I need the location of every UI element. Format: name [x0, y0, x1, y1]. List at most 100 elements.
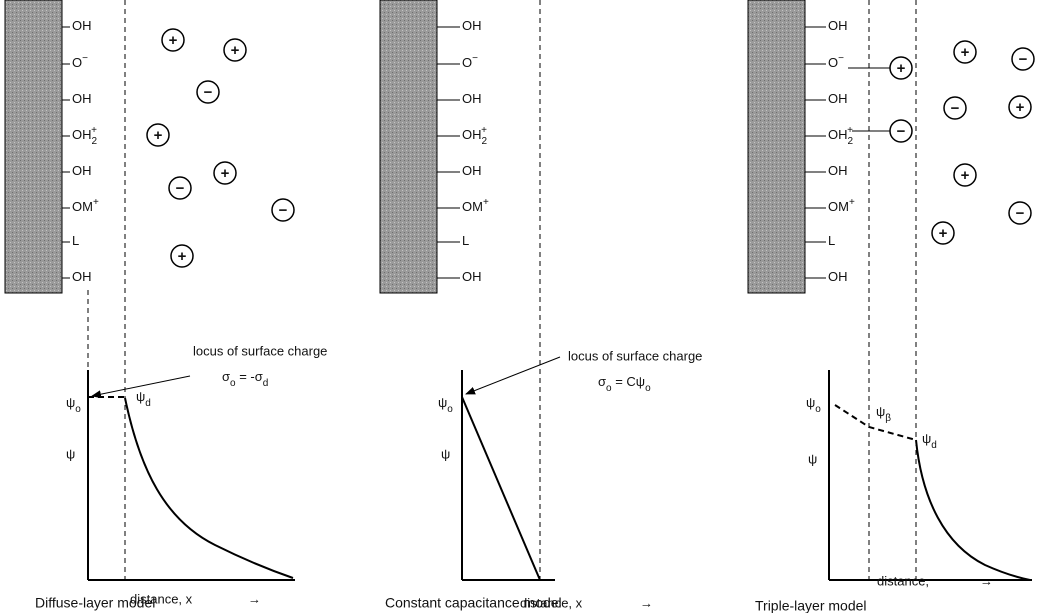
text-part: σ — [598, 374, 606, 389]
ion — [1008, 95, 1032, 119]
text-part: = Cψ — [612, 374, 645, 389]
ion-sign: + — [897, 60, 906, 77]
ion-sign: + — [1016, 99, 1025, 116]
text-part: + — [849, 197, 855, 208]
text-part: o — [230, 378, 236, 389]
surface-group: L — [72, 233, 79, 248]
text-part: OM — [72, 199, 93, 214]
ion — [146, 123, 170, 147]
ion — [213, 161, 237, 185]
text-part: o — [645, 383, 651, 394]
text-part: o — [447, 404, 453, 415]
potential-label: ψo​ — [438, 395, 453, 414]
text-part: OH — [72, 163, 92, 178]
surface-group: OH — [828, 269, 848, 284]
text-part: ψ — [876, 404, 885, 419]
surface-group: OH — [828, 18, 848, 33]
ion — [271, 198, 295, 222]
surface-group: O−​ — [72, 53, 88, 71]
text-part: O — [462, 55, 472, 70]
ion-sign: − — [176, 180, 185, 197]
text-part: OH — [462, 163, 482, 178]
text-part: ψ — [66, 395, 75, 410]
text-part: − — [82, 53, 88, 64]
panel-caption: Diffuse-layer model — [35, 595, 155, 611]
ion-sign: + — [154, 127, 163, 144]
annotation-arrow — [91, 375, 191, 399]
text-part: OH — [462, 18, 482, 33]
surface-group: OM+​ — [462, 197, 489, 215]
text-part: + — [847, 125, 853, 136]
text-part: o — [606, 383, 612, 394]
text-part: OH — [462, 127, 482, 142]
equation: σo​ = -σd​ — [222, 369, 268, 388]
x-axis-label: distance, x — [130, 591, 193, 606]
text-part: L — [828, 233, 835, 248]
text-part: o — [815, 404, 821, 415]
text-part: OH — [72, 269, 92, 284]
text-part: σ — [222, 369, 230, 384]
text-part: = -σ — [236, 369, 263, 384]
text-part: OH — [828, 18, 848, 33]
text-part: + — [481, 125, 487, 136]
text-part: 2 — [482, 136, 488, 147]
surface-group: OH2+​ — [72, 125, 98, 147]
text-part: β — [885, 413, 891, 424]
text-part: − — [472, 53, 478, 64]
panel-caption: Constant capacitance model — [385, 595, 562, 611]
solid-surface — [379, 0, 438, 294]
surface-group: L — [462, 233, 469, 248]
x-axis-arrow: → — [640, 595, 653, 610]
x-axis-arrow: → — [248, 591, 261, 606]
potential-label: ψd​ — [136, 389, 151, 408]
text-part: OH — [462, 269, 482, 284]
text-part: O — [828, 55, 838, 70]
potential-label: ψβ​ — [876, 404, 891, 423]
ion — [943, 96, 967, 120]
x-axis-arrow: → — [980, 573, 993, 588]
ion-sign: − — [897, 123, 906, 140]
ion — [889, 56, 913, 80]
text-part: L — [462, 233, 469, 248]
surface-group: OH — [828, 91, 848, 106]
potential-profile — [124, 397, 294, 579]
potential-label: ψd​ — [922, 431, 937, 450]
surface-group: OM+​ — [828, 197, 855, 215]
ion-sign: − — [1019, 51, 1028, 68]
text-part: + — [93, 197, 99, 208]
text-part: ψ — [806, 395, 815, 410]
ion-sign: + — [961, 167, 970, 184]
annotation: locus of surface charge — [568, 348, 702, 363]
text-part: ψ — [922, 431, 931, 446]
text-part: OH — [828, 163, 848, 178]
equation: σo​ = Cψo​ — [598, 374, 651, 393]
text-part: 2 — [92, 136, 98, 147]
ion-sign: − — [951, 100, 960, 117]
potential-profile — [915, 439, 1031, 581]
text-part: OM — [828, 199, 849, 214]
text-part: OH — [828, 269, 848, 284]
text-part: ψ — [438, 395, 447, 410]
surface-group: OM+​ — [72, 197, 99, 215]
text-part: d — [263, 378, 269, 389]
ion-sign: + — [939, 225, 948, 242]
text-part: + — [91, 125, 97, 136]
ion-sign: + — [231, 42, 240, 59]
ion — [953, 163, 977, 187]
ion-sign: + — [961, 44, 970, 61]
surface-group: O−​ — [828, 53, 844, 71]
text-part: ψ — [136, 389, 145, 404]
text-part: OH — [462, 91, 482, 106]
surface-group: L — [828, 233, 835, 248]
ion-sign: − — [279, 202, 288, 219]
ion — [168, 176, 192, 200]
surface-group: OH2+​ — [462, 125, 488, 147]
panel-caption: Triple-layer model — [755, 598, 867, 613]
surface-group: OH — [828, 163, 848, 178]
text-part: OH — [72, 127, 92, 142]
text-part: OH — [828, 91, 848, 106]
ion-sign: + — [169, 32, 178, 49]
ion — [196, 80, 220, 104]
x-axis-label: distance, x — [520, 595, 583, 610]
